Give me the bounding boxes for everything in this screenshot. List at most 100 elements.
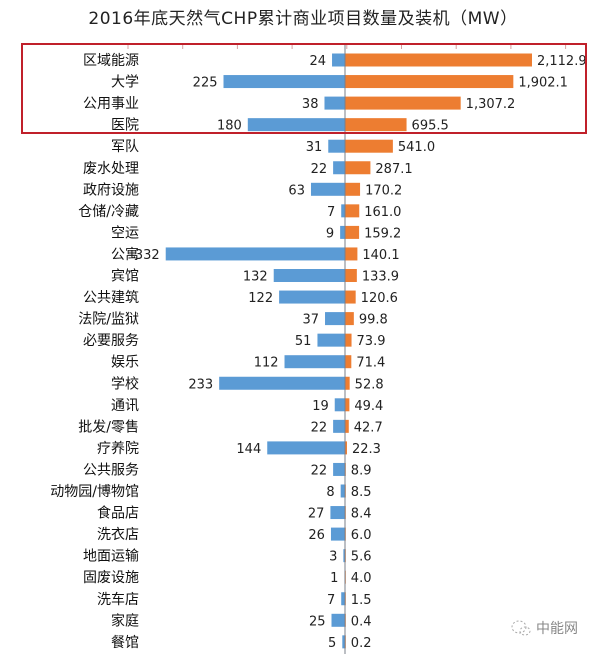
category-label: 仓储/冷藏 [78, 204, 139, 220]
bar-count [342, 635, 345, 649]
capacity-label: 8.4 [351, 507, 372, 522]
capacity-label: 1.5 [351, 593, 372, 608]
capacity-label: 22.3 [352, 442, 381, 457]
capacity-label: 161.0 [364, 205, 401, 220]
category-label: 娱乐 [111, 355, 139, 371]
count-label: 132 [243, 270, 268, 285]
bar-capacity [345, 419, 349, 433]
count-label: 7 [327, 593, 335, 608]
category-label: 批发/零售 [78, 419, 139, 435]
bar-capacity [345, 118, 407, 132]
bar-count [310, 182, 345, 196]
bar-count [333, 462, 345, 476]
count-label: 24 [309, 54, 326, 69]
capacity-label: 8.9 [351, 463, 372, 478]
capacity-label: 0.2 [351, 636, 372, 651]
category-label: 公共建筑 [83, 290, 139, 306]
bar-capacity [345, 333, 352, 347]
bar-count [219, 376, 345, 390]
bar-count [325, 312, 345, 326]
count-label: 63 [288, 183, 305, 198]
count-label: 180 [217, 119, 242, 134]
bar-count [279, 290, 345, 304]
category-label: 大学 [111, 75, 139, 91]
capacity-label: 1,902.1 [518, 76, 568, 91]
count-label: 37 [302, 313, 319, 328]
category-label: 学校 [111, 375, 139, 392]
bar-count [223, 75, 345, 89]
category-label: 区域能源 [83, 53, 139, 69]
count-label: 5 [328, 636, 336, 651]
highlight-box [21, 43, 587, 134]
bar-count [333, 161, 345, 175]
bar-capacity [345, 161, 371, 175]
category-label: 固废设施 [83, 570, 139, 586]
category-label: 动物园/博物馆 [50, 483, 139, 500]
category-label: 公寓 [111, 246, 139, 263]
bar-capacity [345, 312, 354, 326]
count-label: 7 [327, 205, 335, 220]
bar-count [340, 225, 345, 239]
bar-capacity [345, 96, 461, 110]
count-label: 22 [311, 162, 328, 177]
capacity-label: 42.7 [354, 420, 383, 435]
count-label: 51 [295, 334, 312, 349]
bar-count [284, 355, 345, 369]
category-label: 疗养院 [97, 441, 139, 457]
count-label: 31 [306, 140, 323, 155]
category-label: 医院 [111, 118, 139, 134]
count-label: 332 [135, 248, 160, 263]
capacity-label: 159.2 [364, 226, 401, 241]
category-label: 废水处理 [83, 161, 139, 177]
capacity-label: 695.5 [412, 119, 449, 134]
capacity-label: 6.0 [351, 528, 372, 543]
capacity-label: 73.9 [357, 334, 386, 349]
bar-count [332, 53, 345, 67]
bar-count [331, 613, 345, 627]
count-label: 27 [308, 507, 325, 522]
bar-capacity [345, 53, 532, 67]
count-label: 122 [248, 291, 273, 306]
bar-capacity [345, 75, 514, 89]
bar-count [247, 118, 345, 132]
capacity-label: 133.9 [362, 270, 399, 285]
category-label: 通讯 [111, 398, 139, 414]
bar-capacity [345, 376, 350, 390]
bar-count [334, 398, 345, 412]
bar-capacity [345, 355, 352, 369]
bar-count [333, 419, 345, 433]
capacity-label: 99.8 [359, 313, 388, 328]
bar-capacity [345, 269, 357, 282]
bar-count [165, 247, 345, 261]
wechat-icon [511, 620, 531, 636]
bar-capacity [345, 204, 360, 218]
chart-title: 2016年底天然气CHP累计商业项目数量及装机（MW） [88, 9, 518, 29]
category-label: 公用事业 [83, 96, 139, 112]
category-label: 餐馆 [111, 635, 139, 651]
category-label: 必要服务 [83, 333, 139, 349]
watermark: 中能网 [510, 618, 578, 638]
count-label: 1 [330, 571, 338, 586]
bar-count [273, 269, 345, 282]
bar-capacity [345, 441, 347, 455]
count-label: 112 [254, 356, 279, 371]
capacity-label: 140.1 [362, 248, 399, 263]
category-label: 法院/监狱 [78, 312, 139, 328]
count-label: 3 [329, 550, 337, 565]
count-label: 8 [326, 485, 334, 500]
watermark-text: 中能网 [536, 621, 578, 637]
capacity-label: 71.4 [356, 356, 385, 371]
category-label: 宾馆 [111, 269, 139, 285]
capacity-label: 120.6 [361, 291, 398, 306]
count-label: 144 [236, 442, 261, 457]
category-label: 政府设施 [83, 182, 139, 198]
bar-capacity [345, 139, 393, 153]
capacity-label: 287.1 [375, 162, 412, 177]
bar-count [341, 592, 345, 606]
bar-capacity [345, 225, 360, 239]
count-label: 22 [311, 420, 328, 435]
count-label: 26 [308, 528, 325, 543]
capacity-label: 541.0 [398, 140, 435, 155]
bar-capacity [345, 290, 356, 304]
